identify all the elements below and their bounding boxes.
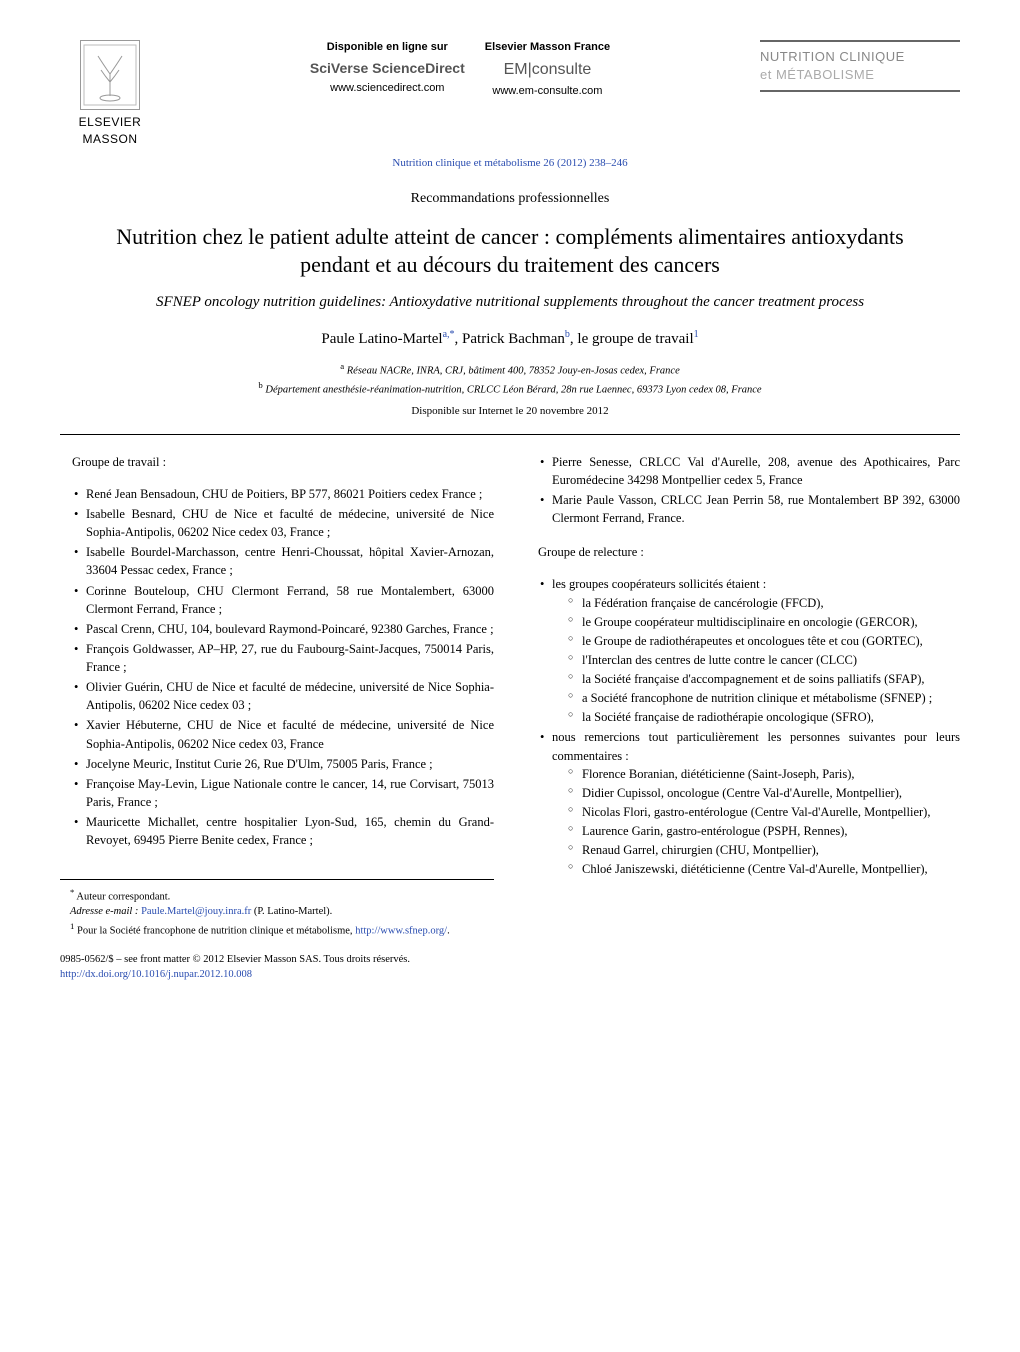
author-group: le groupe de travail bbox=[577, 331, 693, 347]
left-column: Groupe de travail : René Jean Bensadoun,… bbox=[60, 453, 494, 983]
online-date: Disponible sur Internet le 20 novembre 2… bbox=[60, 404, 960, 419]
article-type: Recommandations professionnelles bbox=[60, 189, 960, 209]
elsevier-tree-icon bbox=[80, 40, 140, 110]
list-item: François Goldwasser, AP–HP, 27, rue du F… bbox=[74, 640, 494, 676]
review-item-groups: les groupes coopérateurs sollicités étai… bbox=[540, 575, 960, 726]
portal2-brand: EM|consulte bbox=[485, 59, 610, 81]
header: ELSEVIER MASSON Disponible en ligne sur … bbox=[60, 40, 960, 148]
working-group-list-continued: Pierre Senesse, CRLCC Val d'Aurelle, 208… bbox=[526, 453, 960, 528]
portal1-url[interactable]: www.sciencedirect.com bbox=[310, 81, 465, 96]
working-group-list: René Jean Bensadoun, CHU de Poitiers, BP… bbox=[60, 485, 494, 849]
body-columns: Groupe de travail : René Jean Bensadoun,… bbox=[60, 453, 960, 983]
sub-list-item: la Fédération française de cancérologie … bbox=[568, 594, 960, 612]
author-list: Paule Latino-Martela,*, Patrick Bachmanb… bbox=[60, 328, 960, 350]
list-item: Corinne Bouteloup, CHU Clermont Ferrand,… bbox=[74, 582, 494, 618]
portal-sciencedirect: Disponible en ligne sur SciVerse Science… bbox=[310, 40, 465, 99]
list-item: Isabelle Bourdel-Marchasson, centre Henr… bbox=[74, 543, 494, 579]
publisher-name: ELSEVIER MASSON bbox=[79, 114, 142, 148]
fn-email: Adresse e-mail : Paule.Martel@jouy.inra.… bbox=[60, 905, 494, 920]
sub-list-item: le Groupe de radiothérapeutes et oncolog… bbox=[568, 632, 960, 650]
sub-list-item: Nicolas Flori, gastro-entérologue (Centr… bbox=[568, 803, 960, 821]
list-item: Isabelle Besnard, CHU de Nice et faculté… bbox=[74, 505, 494, 541]
publisher-logo-block: ELSEVIER MASSON bbox=[60, 40, 160, 148]
sub-list-item: le Groupe coopérateur multidisciplinaire… bbox=[568, 613, 960, 631]
review-group-heading: Groupe de relecture : bbox=[526, 543, 960, 561]
portal-emconsulte: Elsevier Masson France EM|consulte www.e… bbox=[485, 40, 610, 99]
author-2-marks[interactable]: b bbox=[565, 329, 570, 340]
list-item: Françoise May-Levin, Ligue Nationale con… bbox=[74, 775, 494, 811]
sub-list-item: a Société francophone de nutrition clini… bbox=[568, 689, 960, 707]
sub-list-item: Florence Boranian, diététicienne (Saint-… bbox=[568, 765, 960, 783]
sub-list-item: la Société française de radiothérapie on… bbox=[568, 708, 960, 726]
article-title-fr: Nutrition chez le patient adulte atteint… bbox=[60, 223, 960, 280]
review-item-thanks: nous remercions tout particulièrement le… bbox=[540, 728, 960, 878]
article-title-en: SFNEP oncology nutrition guidelines: Ant… bbox=[60, 292, 960, 312]
affiliation-b: Département anesthésie-réanimation-nutri… bbox=[265, 385, 761, 396]
journal-title-block: NUTRITION CLINIQUE et MÉTABOLISME bbox=[760, 40, 960, 92]
divider bbox=[60, 434, 960, 435]
right-column: Pierre Senesse, CRLCC Val d'Aurelle, 208… bbox=[526, 453, 960, 983]
list-item: Pascal Crenn, CHU, 104, boulevard Raymon… bbox=[74, 620, 494, 638]
author-1-marks[interactable]: a,* bbox=[443, 329, 455, 340]
portal-links: Disponible en ligne sur SciVerse Science… bbox=[180, 40, 740, 99]
list-item: Xavier Hébuterne, CHU de Nice et faculté… bbox=[74, 716, 494, 752]
author-2: Patrick Bachman bbox=[462, 331, 565, 347]
affiliations: a Réseau NACRe, INRA, CRJ, bâtiment 400,… bbox=[60, 360, 960, 398]
list-item: Pierre Senesse, CRLCC Val d'Aurelle, 208… bbox=[540, 453, 960, 489]
list-item: Marie Paule Vasson, CRLCC Jean Perrin 58… bbox=[540, 491, 960, 527]
sfnep-link[interactable]: http://www.sfnep.org/ bbox=[355, 926, 447, 937]
doi-link[interactable]: http://dx.doi.org/10.1016/j.nupar.2012.1… bbox=[60, 969, 252, 980]
fn-corresponding: * Auteur correspondant. bbox=[60, 886, 494, 905]
affiliation-a: Réseau NACRe, INRA, CRJ, bâtiment 400, 7… bbox=[347, 366, 680, 377]
sub-list-item: Chloé Janiszewski, diététicienne (Centre… bbox=[568, 860, 960, 878]
list-item: René Jean Bensadoun, CHU de Poitiers, BP… bbox=[74, 485, 494, 503]
citation: Nutrition clinique et métabolisme 26 (20… bbox=[60, 156, 960, 171]
portal1-label: Disponible en ligne sur bbox=[310, 40, 465, 55]
front-matter: 0985-0562/$ – see front matter © 2012 El… bbox=[60, 953, 494, 982]
author-1: Paule Latino-Martel bbox=[321, 331, 442, 347]
copyright-line: 0985-0562/$ – see front matter © 2012 El… bbox=[60, 953, 494, 968]
footnotes: * Auteur correspondant. Adresse e-mail :… bbox=[60, 879, 494, 939]
sub-list-item: la Société française d'accompagnement et… bbox=[568, 670, 960, 688]
sub-list-item: Renaud Garrel, chirurgien (CHU, Montpell… bbox=[568, 841, 960, 859]
fn-1: 1 Pour la Société francophone de nutriti… bbox=[60, 920, 494, 939]
sub-list-item: l'Interclan des centres de lutte contre … bbox=[568, 651, 960, 669]
portal1-brand: SciVerse ScienceDirect bbox=[310, 59, 465, 79]
journal-name-line2: et MÉTABOLISME bbox=[760, 66, 960, 84]
portal2-url[interactable]: www.em-consulte.com bbox=[485, 84, 610, 99]
corresponding-email-link[interactable]: Paule.Martel@jouy.inra.fr bbox=[141, 906, 251, 917]
author-group-mark[interactable]: 1 bbox=[694, 329, 699, 340]
review-group-list: les groupes coopérateurs sollicités étai… bbox=[526, 575, 960, 878]
sub-list-item: Didier Cupissol, oncologue (Centre Val-d… bbox=[568, 784, 960, 802]
list-item: Jocelyne Meuric, Institut Curie 26, Rue … bbox=[74, 755, 494, 773]
portal2-label: Elsevier Masson France bbox=[485, 40, 610, 55]
list-item: Mauricette Michallet, centre hospitalier… bbox=[74, 813, 494, 849]
journal-name-line1: NUTRITION CLINIQUE bbox=[760, 48, 960, 66]
working-group-heading: Groupe de travail : bbox=[60, 453, 494, 471]
list-item: Olivier Guérin, CHU de Nice et faculté d… bbox=[74, 678, 494, 714]
sub-list-item: Laurence Garin, gastro-entérologue (PSPH… bbox=[568, 822, 960, 840]
